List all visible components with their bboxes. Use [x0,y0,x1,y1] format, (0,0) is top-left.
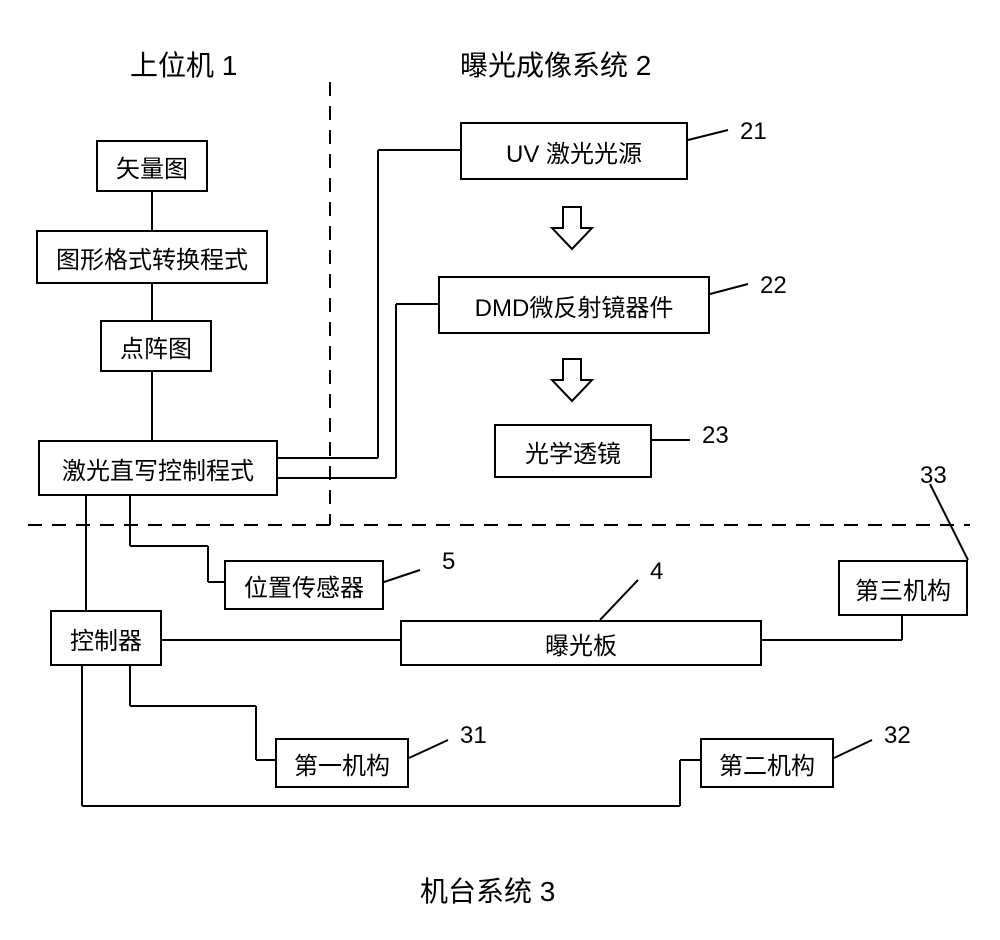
block-uv_source: UV 激光光源 [460,122,688,180]
block-vector_img: 矢量图 [96,140,208,192]
callout-n32: 32 [884,722,911,750]
callout-n31: 31 [460,722,487,750]
block-optics: 光学透镜 [494,424,652,478]
callout-n33: 33 [920,462,947,490]
block-dmd: DMD微反射镜器件 [438,276,710,334]
callout-n5: 5 [442,548,455,576]
callout-n22: 22 [760,272,787,300]
callout-n23: 23 [702,422,729,450]
block-mech2: 第二机构 [700,738,834,788]
section-label-machine: 机台系统 3 [420,870,555,910]
callout-n21: 21 [740,118,767,146]
block-mech1: 第一机构 [275,738,409,788]
callout-n4: 4 [650,558,663,586]
section-label-exposure: 曝光成像系统 2 [460,44,651,84]
diagram-canvas: 上位机 1 曝光成像系统 2 机台系统 3 矢量图图形格式转换程式点阵图激光直写… [0,0,1000,940]
block-laser_ctrl: 激光直写控制程式 [38,440,278,496]
block-convert_prog: 图形格式转换程式 [36,230,268,284]
block-pos_sensor: 位置传感器 [224,560,384,610]
block-controller: 控制器 [50,610,162,666]
block-mech3: 第三机构 [838,560,968,616]
section-label-host: 上位机 1 [130,44,237,84]
block-bitmap: 点阵图 [100,320,212,372]
block-expose_board: 曝光板 [400,620,762,666]
